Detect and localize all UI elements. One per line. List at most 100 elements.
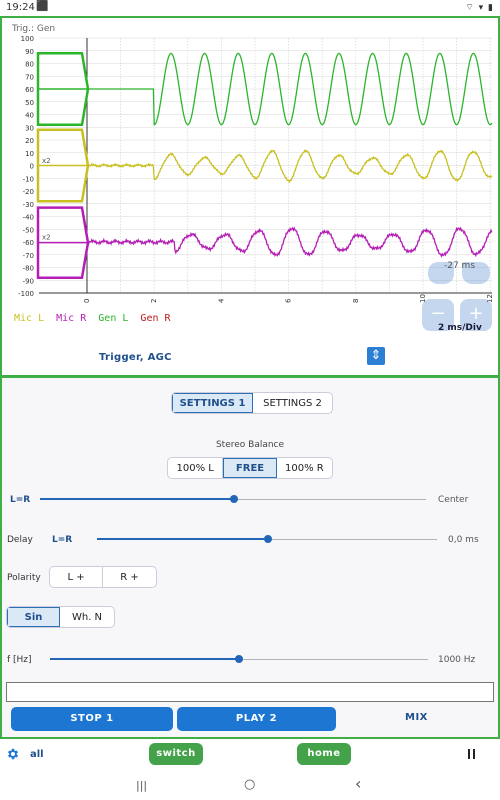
- polarity-right-button[interactable]: R +: [120, 571, 139, 583]
- y-tick-label: -90: [23, 277, 34, 285]
- y-tick-label: -20: [23, 188, 34, 196]
- legend-gen-l[interactable]: Gen L: [98, 313, 129, 324]
- play-button[interactable]: PLAY 2: [177, 707, 336, 731]
- marker-mic-l: [36, 128, 90, 203]
- stop-button[interactable]: STOP 1: [11, 707, 173, 731]
- mix-button[interactable]: MIX: [405, 712, 428, 723]
- trigger-label: Trig.: Gen: [12, 24, 56, 34]
- tab-settings-1[interactable]: SETTINGS 1: [172, 393, 253, 413]
- all-button[interactable]: all: [30, 749, 44, 760]
- stereo-balance-selector: 100% L FREE 100% R: [167, 457, 333, 479]
- y-tick-label: -100: [18, 290, 34, 298]
- y-tick-label: 60: [25, 86, 34, 94]
- y-tick-label: 90: [25, 48, 34, 56]
- waveform-sin-button[interactable]: Sin: [7, 607, 61, 627]
- delay-value: 0,0 ms: [448, 535, 479, 545]
- tab-settings-2[interactable]: SETTINGS 2: [263, 397, 322, 409]
- y-tick-label: 50: [25, 99, 34, 107]
- trigger-agc-button[interactable]: Trigger, AGC: [99, 352, 172, 363]
- switch-button[interactable]: switch: [149, 743, 203, 765]
- frequency-slider-fill: [50, 658, 239, 660]
- zoom-out-button[interactable]: −: [422, 299, 454, 331]
- balance-100-l[interactable]: 100% L: [168, 458, 224, 478]
- balance-free[interactable]: FREE: [223, 458, 277, 478]
- channel-legend: Mic L Mic R Gen L Gen R: [14, 313, 177, 324]
- waveform-white-noise-button[interactable]: Wh. N: [71, 611, 103, 623]
- y-tick-label: 80: [25, 61, 34, 69]
- time-per-div-readout: 2 ms/Div: [438, 323, 482, 333]
- y-tick-label: 0: [30, 163, 34, 171]
- marker-mic-r: [36, 206, 90, 279]
- zoom-in-plus-button[interactable]: +: [460, 299, 492, 331]
- control-panel: [0, 377, 500, 739]
- system-nav-bar: ||| ○ ‹: [0, 770, 500, 800]
- balance-100-r[interactable]: 100% R: [284, 462, 324, 474]
- y-tick-label: 20: [25, 137, 34, 145]
- polarity-label: Polarity: [7, 573, 41, 583]
- balance-slider-label: L=R: [10, 495, 31, 505]
- x-tick-label: 2: [150, 299, 158, 303]
- y-tick-label: -80: [23, 265, 34, 273]
- updown-arrow-icon: ⇕: [370, 348, 382, 363]
- legend-mic-l[interactable]: Mic L: [14, 313, 45, 324]
- pause-icon[interactable]: [468, 749, 476, 759]
- y-tick-label: -30: [23, 201, 34, 209]
- status-bar: 19:24 ⬛ ⌔ ▾ ▮: [0, 0, 500, 16]
- y-tick-label: -70: [23, 252, 34, 260]
- x-tick-label: 6: [285, 298, 293, 303]
- zoom-in-label: +: [468, 303, 484, 324]
- marker-gen: [36, 52, 90, 126]
- legend-gen-r[interactable]: Gen R: [140, 313, 171, 324]
- y-tick-label: 30: [25, 124, 34, 132]
- waveform-selector: Sin Wh. N: [6, 606, 115, 628]
- trace-mic-r: [86, 226, 493, 258]
- recents-icon[interactable]: |||: [136, 779, 148, 792]
- trace-gen: [87, 52, 493, 126]
- status-time: 19:24: [6, 2, 35, 13]
- y-tick-label: -50: [23, 226, 34, 234]
- y-tick-label: -60: [23, 239, 34, 247]
- frequency-value: 1000 Hz: [438, 655, 476, 665]
- settings-tabs: SETTINGS 1 SETTINGS 2: [171, 392, 333, 414]
- delay-sub-label: L=R: [52, 535, 73, 545]
- delay-slider-fill: [97, 538, 267, 540]
- expand-icon[interactable]: ⇕: [367, 347, 385, 365]
- gain-marker-mic-r: x2: [42, 233, 51, 241]
- home-button[interactable]: home: [297, 743, 351, 765]
- polarity-left-button[interactable]: L +: [50, 567, 104, 587]
- notification-icon: ⬛: [36, 1, 49, 12]
- polarity-selector: L + R +: [49, 566, 157, 588]
- x-tick-label: 4: [217, 298, 225, 303]
- oscilloscope-plot[interactable]: 1009080706050403020100-10-20-30-40-50-60…: [2, 18, 498, 375]
- message-field[interactable]: [6, 682, 494, 702]
- frequency-slider-thumb[interactable]: [235, 655, 243, 663]
- zoom-in-button[interactable]: [428, 262, 454, 284]
- back-icon[interactable]: ‹: [355, 774, 362, 793]
- gear-icon[interactable]: [6, 747, 20, 761]
- oscilloscope-panel: 100 90 80 70 60 50 40 30 20 10 0 -10 -20 -30 -40 -50 -60…: [0, 16, 500, 377]
- y-tick-label: -10: [23, 175, 34, 183]
- frequency-label: f [Hz]: [7, 655, 32, 665]
- x-tick-label: 0: [83, 299, 91, 303]
- balance-slider-thumb[interactable]: [230, 495, 238, 503]
- balance-slider-fill: [40, 498, 234, 500]
- y-tick-label: -40: [23, 214, 34, 222]
- x-tick-label: 8: [352, 299, 360, 303]
- gain-marker-mic-l: x2: [42, 157, 51, 165]
- home-icon[interactable]: ○: [244, 777, 256, 792]
- legend-mic-r[interactable]: Mic R: [56, 313, 87, 324]
- trace-mic-l: [86, 149, 493, 184]
- delay-label: Delay: [7, 535, 33, 545]
- y-tick-label: 10: [25, 150, 34, 158]
- time-offset-readout: -27 ms: [444, 261, 476, 271]
- y-tick-label: 70: [25, 73, 34, 81]
- status-icons: ⌔ ▾ ▮: [465, 3, 494, 13]
- delay-slider-thumb[interactable]: [264, 535, 272, 543]
- balance-slider-value: Center: [438, 495, 469, 505]
- x-tick-label: 10: [419, 294, 427, 303]
- y-tick-label: 100: [21, 35, 34, 43]
- bottom-bar: all switch home: [0, 741, 500, 769]
- stereo-balance-title: Stereo Balance: [215, 440, 285, 450]
- x-tick-label: 12: [486, 294, 494, 303]
- zoom-in-button-right[interactable]: [462, 262, 490, 284]
